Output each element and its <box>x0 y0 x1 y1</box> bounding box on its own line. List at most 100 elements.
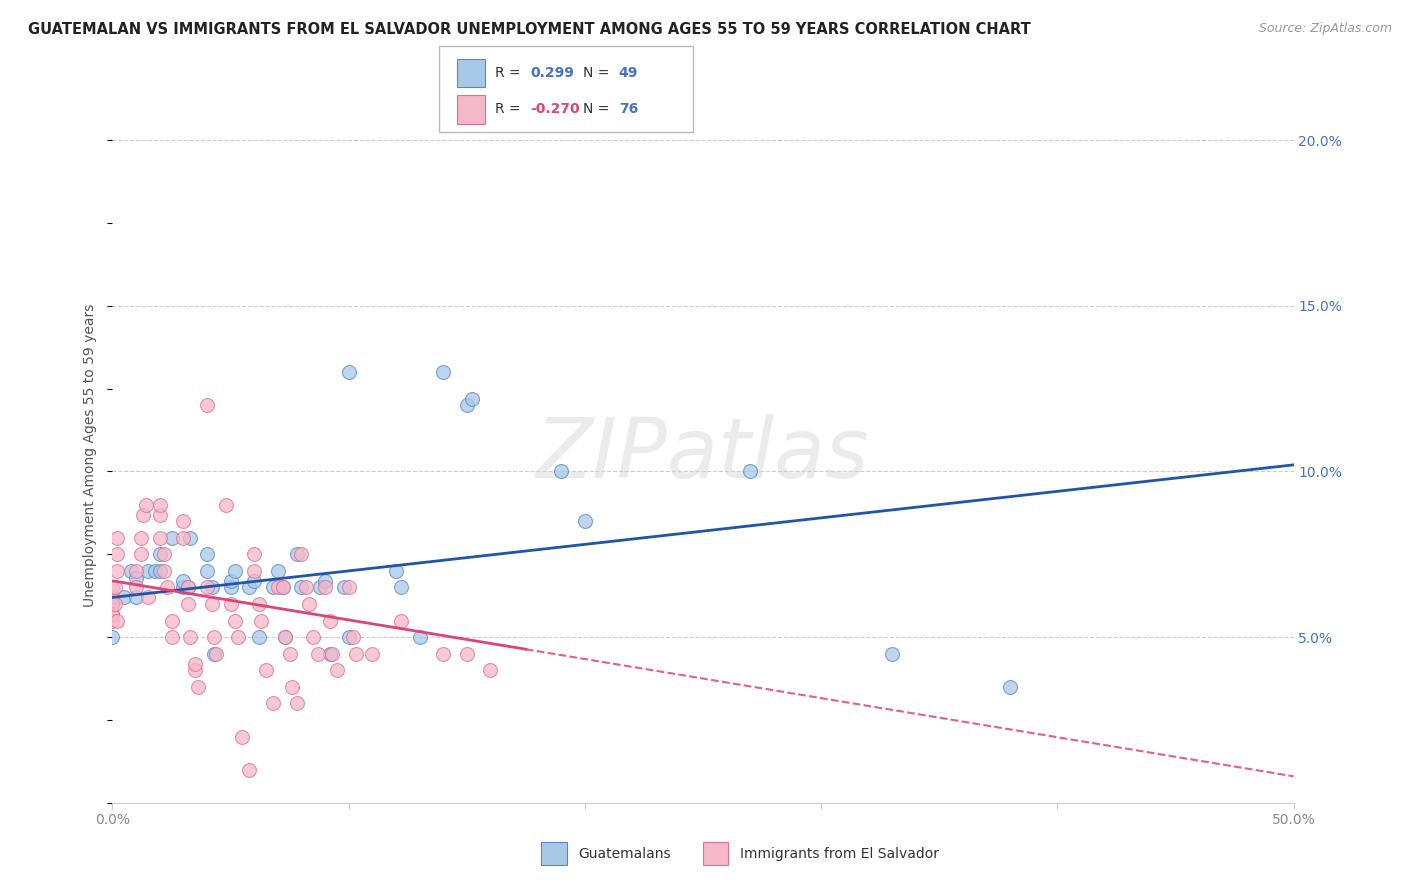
Point <box>125 591 148 605</box>
Point <box>172 581 194 595</box>
Point <box>201 597 224 611</box>
Point <box>149 547 172 561</box>
Point <box>314 581 336 595</box>
Point <box>219 574 242 588</box>
Point <box>295 581 318 595</box>
Point <box>998 680 1021 694</box>
Point <box>105 564 128 578</box>
Point <box>307 647 329 661</box>
Point <box>456 647 478 661</box>
Point <box>101 630 124 644</box>
Point <box>290 581 312 595</box>
Point <box>337 365 360 379</box>
Text: Guatemalans: Guatemalans <box>578 847 671 861</box>
Point <box>179 630 201 644</box>
Point <box>149 498 172 512</box>
Point <box>195 564 218 578</box>
Point <box>319 647 342 661</box>
Point <box>195 398 218 412</box>
Point <box>344 647 367 661</box>
Point <box>184 663 207 677</box>
Point <box>262 581 284 595</box>
Text: Immigrants from El Salvador: Immigrants from El Salvador <box>740 847 939 861</box>
Point <box>125 564 148 578</box>
Point <box>342 630 364 644</box>
Point <box>160 531 183 545</box>
Point <box>172 531 194 545</box>
Point <box>172 574 194 588</box>
Point <box>243 564 266 578</box>
Point <box>202 630 225 644</box>
Point <box>149 531 172 545</box>
Point <box>740 465 762 479</box>
Text: N =: N = <box>583 66 614 80</box>
Point <box>101 607 124 621</box>
Point <box>389 581 412 595</box>
Point <box>247 630 270 644</box>
Point <box>408 630 430 644</box>
Text: 76: 76 <box>619 103 638 116</box>
Point <box>309 581 332 595</box>
Point <box>112 591 135 605</box>
Point <box>224 564 246 578</box>
Point <box>125 570 148 584</box>
Point <box>285 547 308 561</box>
Point <box>177 581 200 595</box>
Point <box>262 697 284 711</box>
Point <box>132 508 155 522</box>
Point <box>160 614 183 628</box>
Point <box>205 647 228 661</box>
Point <box>101 614 124 628</box>
Y-axis label: Unemployment Among Ages 55 to 59 years: Unemployment Among Ages 55 to 59 years <box>83 303 97 607</box>
Point <box>389 614 412 628</box>
Point <box>219 581 242 595</box>
Text: R =: R = <box>495 66 524 80</box>
Point <box>271 581 294 595</box>
Text: ZIPatlas: ZIPatlas <box>536 415 870 495</box>
Point <box>153 564 176 578</box>
Text: 0.299: 0.299 <box>530 66 574 80</box>
Point <box>326 663 349 677</box>
Point <box>201 581 224 595</box>
Point <box>297 597 319 611</box>
Point <box>149 508 172 522</box>
Point <box>101 581 124 595</box>
Point <box>101 597 124 611</box>
Point <box>333 581 356 595</box>
Point <box>105 614 128 628</box>
Point <box>550 465 572 479</box>
Point <box>184 657 207 671</box>
Point <box>267 581 290 595</box>
Point <box>101 607 124 621</box>
Text: -0.270: -0.270 <box>530 103 579 116</box>
Point <box>880 647 903 661</box>
Text: R =: R = <box>495 103 524 116</box>
Point <box>195 581 218 595</box>
Point <box>274 630 297 644</box>
Point <box>177 597 200 611</box>
Point <box>226 630 249 644</box>
Point <box>574 514 596 528</box>
Point <box>337 630 360 644</box>
Point <box>215 498 238 512</box>
Point <box>104 597 127 611</box>
Point <box>129 531 152 545</box>
Point <box>104 581 127 595</box>
Point <box>271 581 294 595</box>
Point <box>224 614 246 628</box>
Point <box>105 547 128 561</box>
Point <box>432 647 454 661</box>
Point <box>385 564 408 578</box>
Point <box>250 614 273 628</box>
Point <box>337 581 360 595</box>
Point <box>285 697 308 711</box>
Point <box>195 547 218 561</box>
Point <box>243 547 266 561</box>
Point <box>243 574 266 588</box>
Point <box>129 547 152 561</box>
Point <box>135 498 157 512</box>
Point <box>120 564 142 578</box>
Point <box>172 514 194 528</box>
Point <box>238 763 260 777</box>
Point <box>456 398 478 412</box>
